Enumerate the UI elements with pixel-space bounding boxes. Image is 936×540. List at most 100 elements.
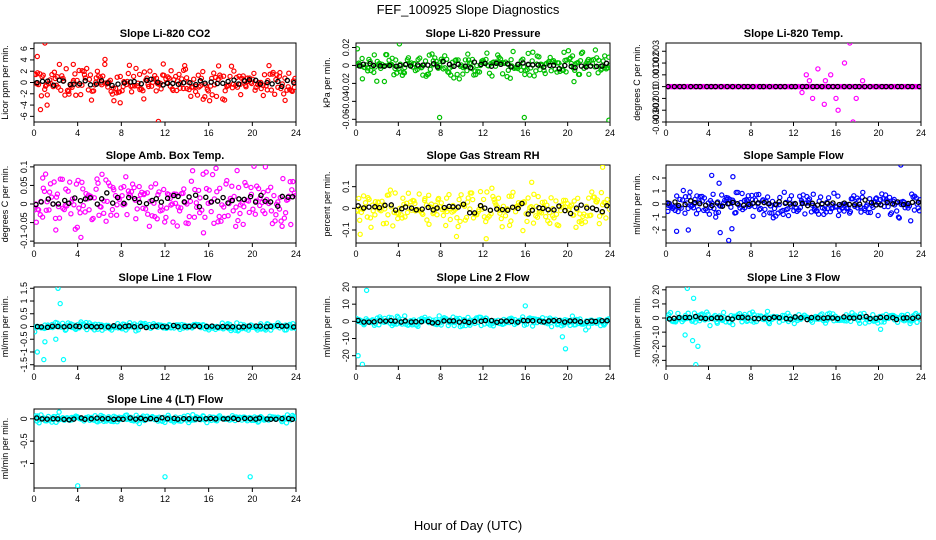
raw-point <box>460 71 466 77</box>
mean-point <box>599 208 606 215</box>
raw-point <box>579 49 586 55</box>
mean-point <box>430 60 437 67</box>
mean-point <box>535 62 541 68</box>
mean-point <box>446 61 453 68</box>
raw-point <box>265 187 271 194</box>
raw-point <box>209 92 215 98</box>
x-tick-label: 24 <box>605 249 615 259</box>
raw-point <box>76 205 82 211</box>
raw-point <box>750 213 756 219</box>
raw-point <box>427 66 433 73</box>
raw-point <box>592 47 599 53</box>
raw-point <box>541 67 547 74</box>
mean-point <box>115 81 121 87</box>
chart-panel: Slope Line 4 (LT) Flow ml/min per min. 0 4 8… <box>0 394 301 504</box>
raw-point <box>371 52 377 58</box>
mean-point <box>808 314 815 321</box>
mean-point <box>214 198 221 204</box>
mean-point <box>71 81 77 87</box>
raw-point <box>426 221 432 227</box>
mean-point <box>515 205 521 212</box>
raw-point <box>237 91 244 98</box>
raw-point <box>43 207 50 213</box>
raw-point <box>405 55 412 61</box>
raw-point <box>415 323 421 329</box>
outlier-point <box>685 227 692 233</box>
mean-point <box>229 197 236 204</box>
mean-point <box>388 202 395 208</box>
mean-point <box>488 63 495 69</box>
mean-point <box>682 201 688 208</box>
mean-point <box>718 315 724 321</box>
raw-point <box>484 189 490 195</box>
raw-point <box>46 189 53 195</box>
mean-point <box>263 323 270 330</box>
raw-point <box>385 212 391 218</box>
panel-title: Slope Line 1 Flow <box>119 272 212 284</box>
raw-point <box>498 215 504 222</box>
raw-point <box>364 214 370 220</box>
mean-point <box>691 199 698 206</box>
mean-point <box>851 315 857 321</box>
mean-point <box>98 196 105 202</box>
mean-point <box>893 316 900 323</box>
raw-point <box>135 327 141 333</box>
mean-point <box>541 64 547 70</box>
raw-point <box>242 179 248 186</box>
raw-point <box>125 70 132 77</box>
outlier-point <box>559 334 566 340</box>
raw-point <box>222 87 228 94</box>
x-tick-label: 24 <box>291 128 301 138</box>
outlier-point <box>859 77 866 84</box>
raw-point <box>402 313 408 319</box>
mean-point <box>110 323 117 329</box>
raw-point <box>525 50 531 57</box>
mean-point <box>240 324 247 330</box>
mean-point <box>708 315 715 322</box>
mean-point <box>44 78 51 84</box>
raw-point <box>272 91 278 98</box>
raw-point <box>189 167 196 174</box>
mean-point <box>714 200 720 206</box>
mean-point <box>804 202 811 209</box>
raw-point <box>250 206 256 212</box>
mean-point <box>360 205 367 211</box>
raw-point <box>203 169 209 175</box>
raw-point <box>76 67 82 74</box>
mean-point <box>382 202 388 209</box>
raw-point <box>454 214 460 221</box>
raw-point <box>400 195 406 201</box>
raw-point <box>425 71 432 77</box>
raw-point <box>547 220 553 226</box>
outlier-point <box>359 361 366 366</box>
y-tick-label: 0 <box>651 201 661 206</box>
raw-point <box>569 313 576 319</box>
mean-point <box>66 200 72 207</box>
raw-point <box>217 74 224 80</box>
mean-point <box>761 199 767 206</box>
mean-point <box>900 201 907 208</box>
raw-point <box>371 69 377 76</box>
mean-point <box>121 200 127 207</box>
mean-point <box>138 415 144 422</box>
mean-point <box>819 200 825 207</box>
raw-point <box>749 197 756 203</box>
raw-point <box>235 217 241 224</box>
y-tick-label: 0.5 <box>19 308 29 321</box>
outlier-point <box>34 53 41 60</box>
mean-point <box>220 80 226 87</box>
raw-point <box>598 189 605 196</box>
mean-point <box>760 83 767 90</box>
mean-point <box>76 323 83 330</box>
raw-point <box>416 191 422 197</box>
raw-point <box>547 54 553 61</box>
raw-point <box>172 200 179 206</box>
mean-point <box>814 202 821 208</box>
mean-point <box>562 62 568 69</box>
mean-point <box>471 318 478 325</box>
raw-point <box>458 192 464 198</box>
mean-point <box>126 323 132 329</box>
mean-point <box>49 323 56 329</box>
outlier-point <box>247 474 253 480</box>
raw-point <box>535 193 541 200</box>
